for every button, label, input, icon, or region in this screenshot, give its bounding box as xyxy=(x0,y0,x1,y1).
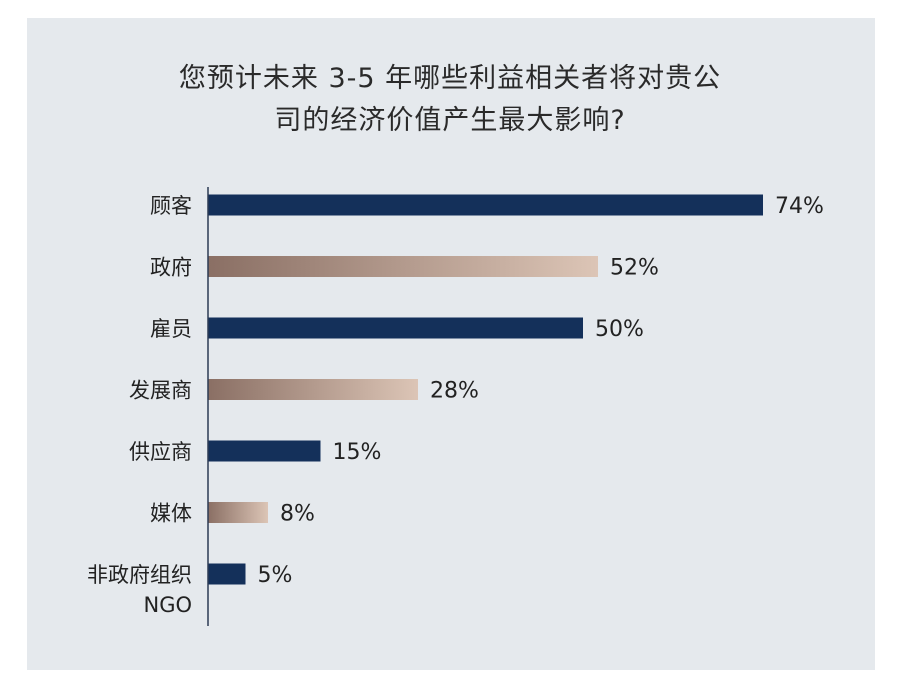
category-label-1: 政府 xyxy=(150,256,192,280)
value-label-4: 15% xyxy=(333,440,382,465)
bar-0 xyxy=(208,194,763,216)
bar-5 xyxy=(208,502,268,523)
chart-title-line-2: 司的经济价值产生最大影响? xyxy=(274,105,626,136)
category-label-5: 媒体 xyxy=(150,502,192,526)
value-label-1: 52% xyxy=(610,256,659,281)
chart-title-line-1: 您预计未来 3-5 年哪些利益相关者将对贵公 xyxy=(178,63,722,94)
category-label-0: 顾客 xyxy=(150,194,192,218)
category-label-3: 发展商 xyxy=(129,379,192,403)
value-label-5: 8% xyxy=(280,502,315,527)
bar-6 xyxy=(208,563,246,585)
bar-1 xyxy=(208,256,598,277)
bars-layer: 74% 顾客 52% 政府 50% 雇员 28% 发展商 15% 供应商 8% 媒体 5% 非政府组织 NG… xyxy=(87,194,824,617)
category-label-6-line-0: 非政府组织 xyxy=(87,563,192,587)
value-label-3: 28% xyxy=(430,379,479,404)
bar-2 xyxy=(208,317,583,339)
category-label-2: 雇员 xyxy=(150,317,192,341)
value-label-0: 74% xyxy=(775,194,824,219)
value-label-6: 5% xyxy=(258,563,293,588)
bar-4 xyxy=(208,440,321,462)
chart-title: 您预计未来 3-5 年哪些利益相关者将对贵公 司的经济价值产生最大影响? xyxy=(0,58,900,142)
value-label-2: 50% xyxy=(595,317,644,342)
bar-3 xyxy=(208,379,418,400)
category-label-6-line-1: NGO xyxy=(143,593,192,617)
category-label-4: 供应商 xyxy=(129,440,192,464)
chart-panel xyxy=(27,18,875,670)
